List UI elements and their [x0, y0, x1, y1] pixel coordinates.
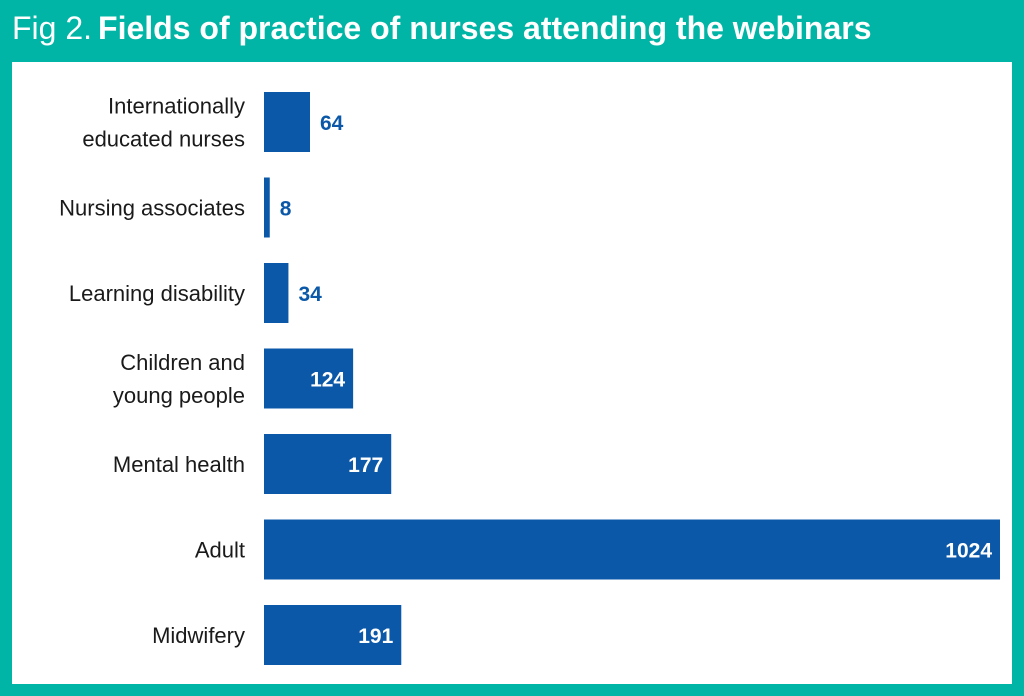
value-label-3: 124 [310, 369, 345, 392]
bar-1 [264, 177, 270, 238]
chart-panel: Internationally educated nurses 64 Nursing … [12, 62, 1012, 684]
bar-6 [264, 605, 402, 665]
category-label-5: Adult [195, 538, 245, 563]
bar-0 [264, 92, 310, 152]
category-label-6: Midwifery [152, 623, 245, 648]
category-label-0: Internationally educated nurses [82, 94, 245, 152]
category-label-2: Learning disability [69, 281, 245, 306]
value-label-1: 8 [280, 198, 292, 221]
bar-5 [264, 519, 1000, 580]
figure-title: Fig 2. Fields of practice of nurses atten… [12, 8, 872, 48]
category-label-4: Mental health [113, 452, 245, 477]
figure-number: Fig 2. [12, 10, 93, 46]
bar-2 [264, 263, 289, 323]
value-label-6: 191 [358, 625, 393, 648]
bar-chart: Internationally educated nurses 64 Nursing … [59, 92, 1000, 665]
category-label-1: Nursing associates [59, 196, 245, 221]
bar-3 [264, 348, 354, 409]
category-label-3: Children and young people [113, 350, 245, 408]
figure-header: Fig 2. Fields of practice of nurses atten… [0, 0, 1024, 62]
value-label-2: 34 [298, 283, 322, 306]
value-label-0: 64 [320, 112, 344, 135]
value-label-5: 1024 [945, 540, 992, 563]
bar-4 [264, 434, 392, 494]
value-label-4: 177 [348, 454, 383, 477]
chart-title: Fields of practice of nurses attending t… [98, 10, 872, 46]
